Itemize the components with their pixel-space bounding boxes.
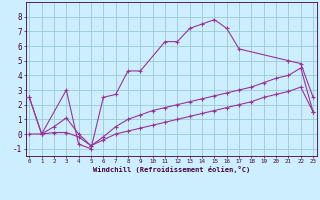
X-axis label: Windchill (Refroidissement éolien,°C): Windchill (Refroidissement éolien,°C) <box>92 166 250 173</box>
